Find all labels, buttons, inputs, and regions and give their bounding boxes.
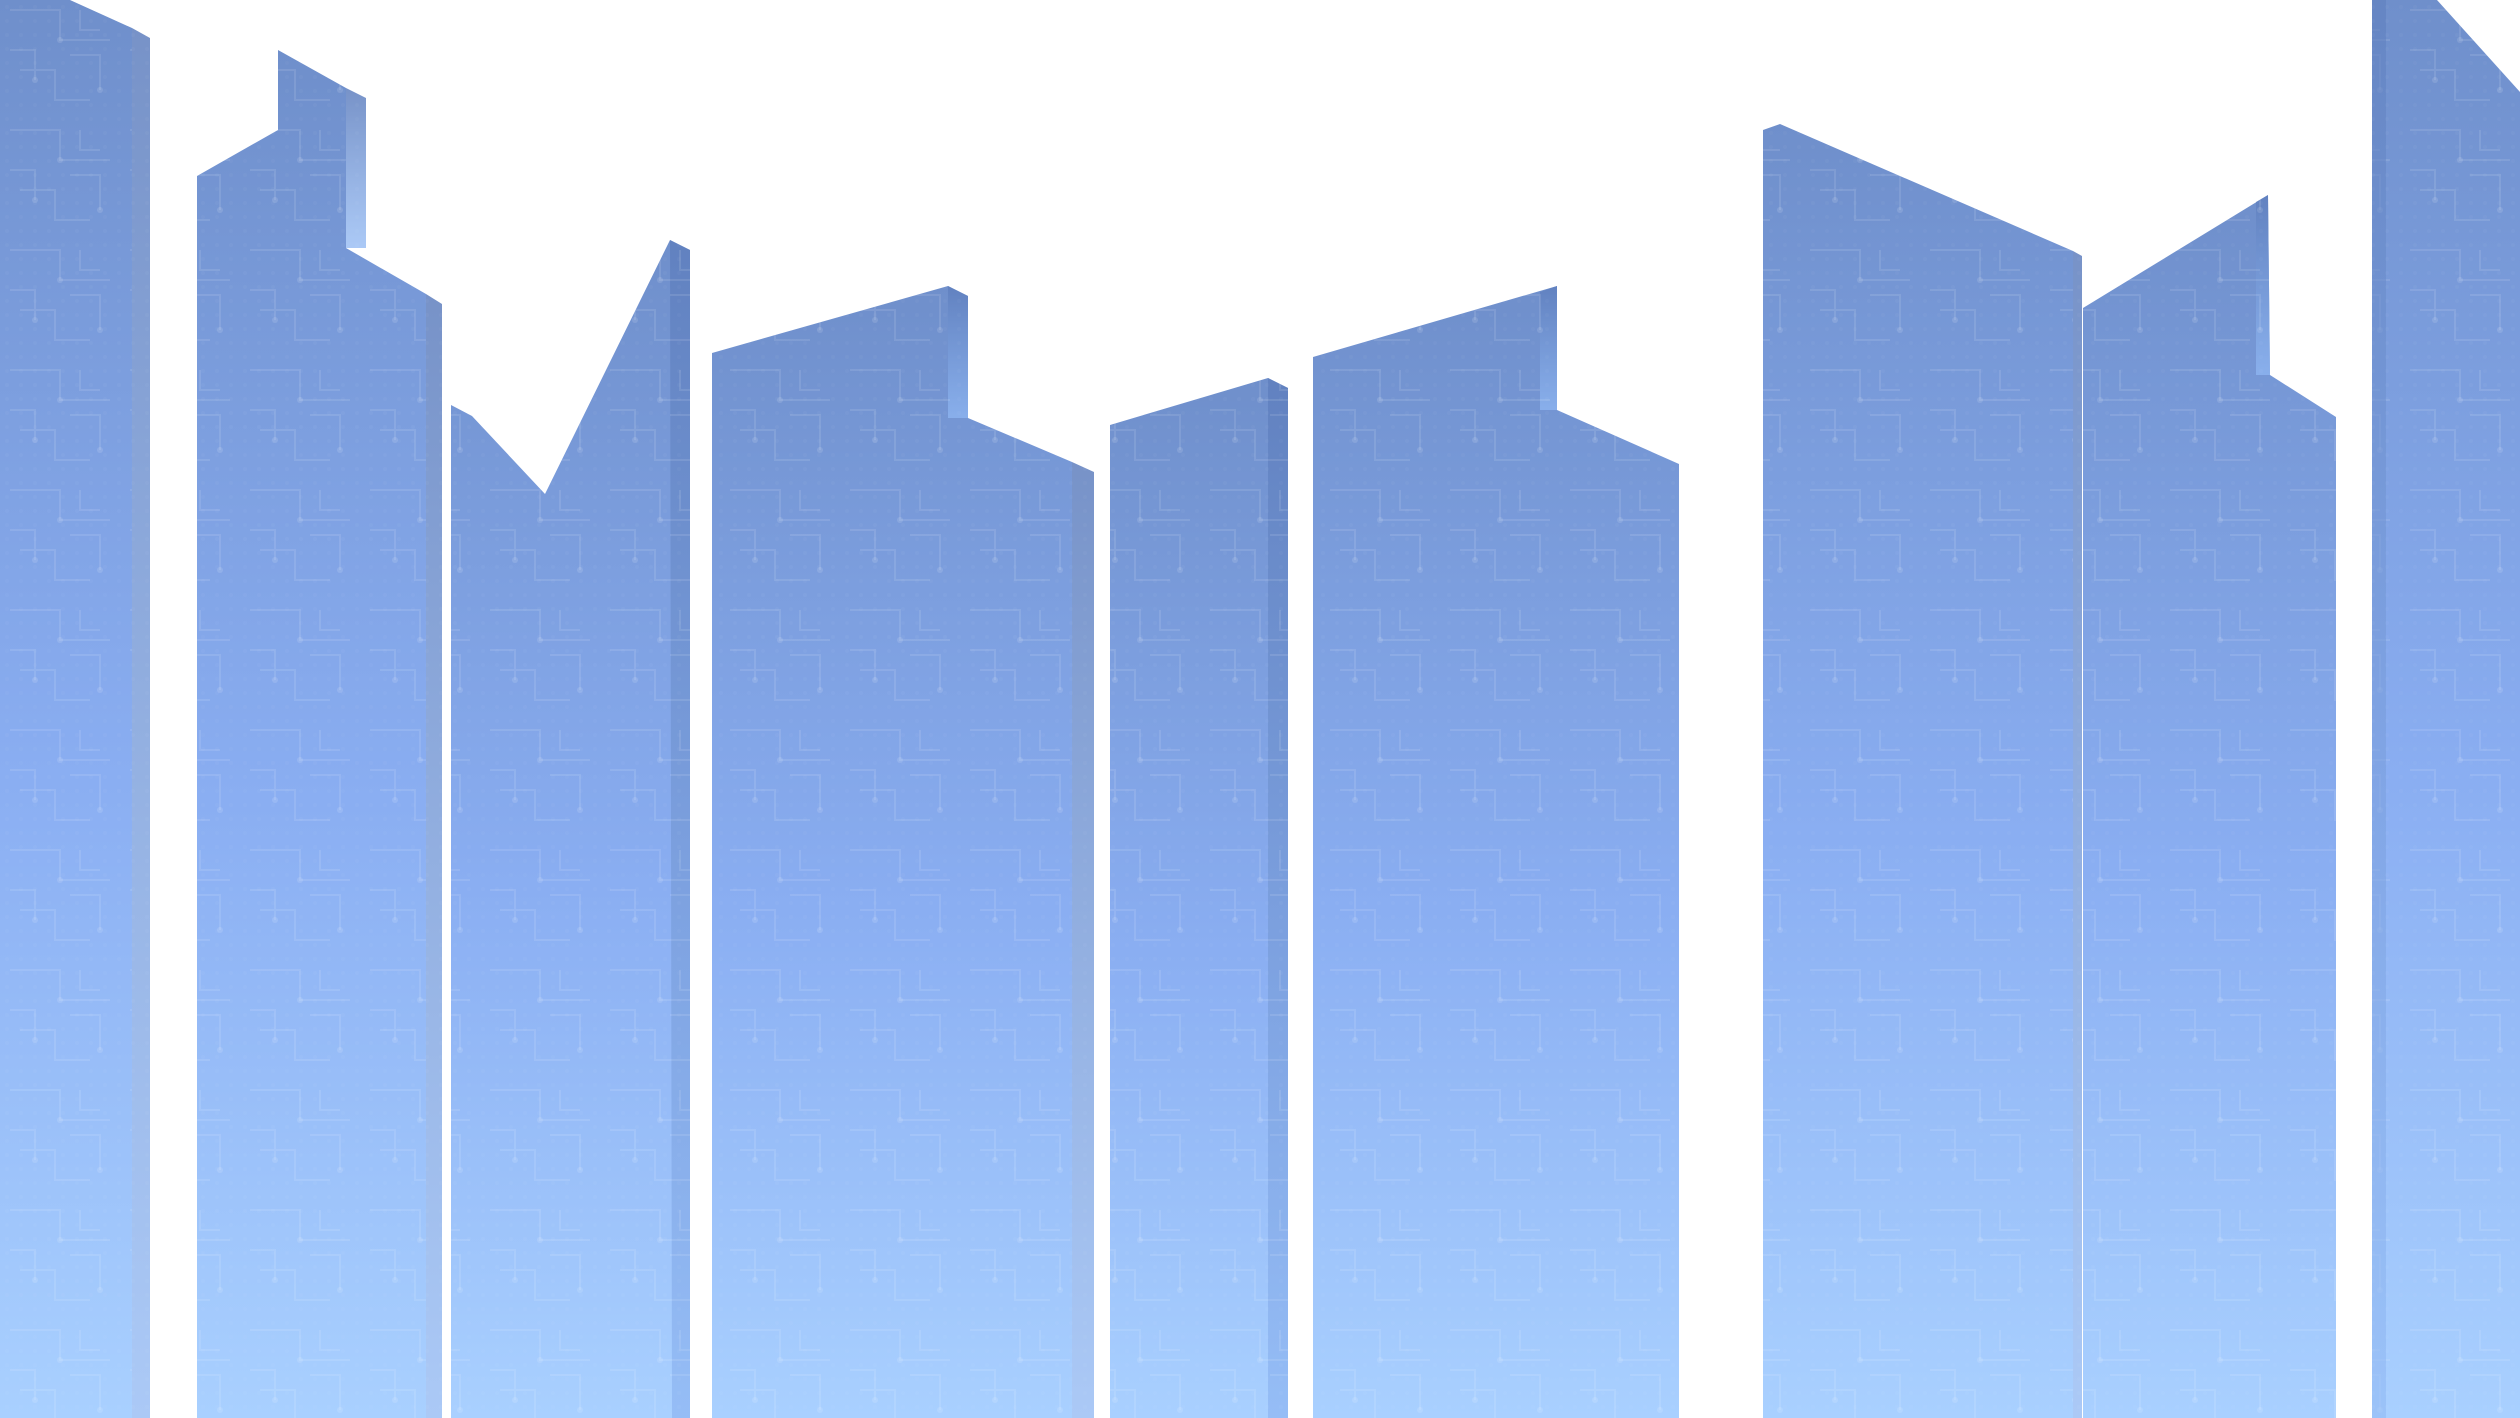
skyline-illustration: [0, 0, 2520, 1418]
dot-texture-overlay: [0, 0, 2520, 1418]
skyline-svg: [0, 0, 2520, 1418]
